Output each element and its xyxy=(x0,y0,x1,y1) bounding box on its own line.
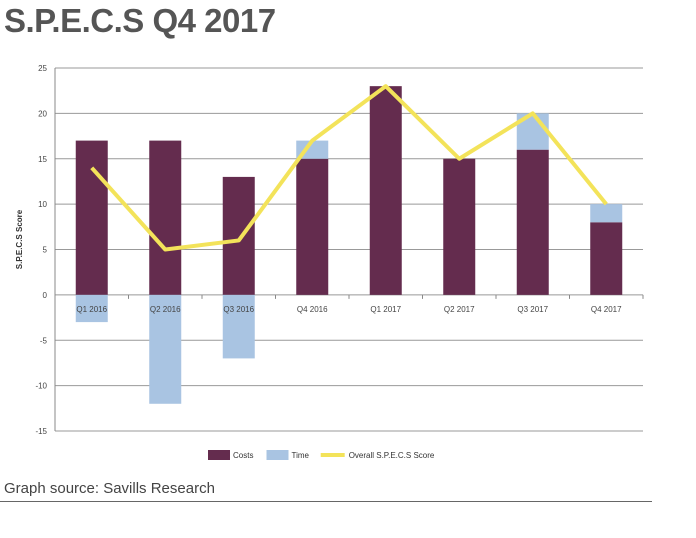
costs-bar xyxy=(590,222,623,295)
costs-bar xyxy=(369,86,402,295)
page-title: S.P.E.C.S Q4 2017 xyxy=(4,2,276,39)
costs-bar xyxy=(443,158,476,295)
costs-bar xyxy=(75,140,108,295)
y-tick-label: 15 xyxy=(38,155,47,164)
x-tick-label: Q1 2016 xyxy=(76,305,107,314)
costs-bar xyxy=(516,149,549,295)
legend-label: Costs xyxy=(233,451,253,460)
y-axis-label: S.P.E.C.S Score xyxy=(15,209,24,269)
time-bar xyxy=(149,294,182,404)
legend-swatch xyxy=(208,450,230,460)
y-tick-label: 5 xyxy=(43,246,48,255)
x-tick-label: Q2 2016 xyxy=(150,305,181,314)
y-tick-label: -10 xyxy=(35,382,47,391)
divider xyxy=(0,501,652,502)
x-tick-label: Q3 2017 xyxy=(517,305,548,314)
x-tick-label: Q2 2017 xyxy=(444,305,475,314)
y-tick-label: -15 xyxy=(35,427,47,436)
costs-bar xyxy=(222,176,255,295)
y-tick-label: -5 xyxy=(40,336,48,345)
legend-swatch xyxy=(266,450,289,460)
y-tick-label: 20 xyxy=(38,109,47,118)
x-tick-label: Q4 2017 xyxy=(591,305,622,314)
legend-label: Time xyxy=(292,451,310,460)
time-bar xyxy=(590,204,623,223)
x-tick-label: Q1 2017 xyxy=(370,305,401,314)
time-bar xyxy=(222,294,255,359)
legend-label: Overall S.P.E.C.S Score xyxy=(349,451,435,460)
graph-source: Graph source: Savills Research xyxy=(4,480,215,497)
costs-bar xyxy=(296,158,329,295)
overall-score-line xyxy=(90,84,608,252)
y-tick-label: 25 xyxy=(38,64,47,73)
y-tick-label: 0 xyxy=(43,291,48,300)
x-tick-label: Q3 2016 xyxy=(223,305,254,314)
y-tick-label: 10 xyxy=(38,200,47,209)
time-bar xyxy=(75,294,108,323)
costs-bar xyxy=(149,140,182,295)
x-tick-label: Q4 2016 xyxy=(297,305,328,314)
